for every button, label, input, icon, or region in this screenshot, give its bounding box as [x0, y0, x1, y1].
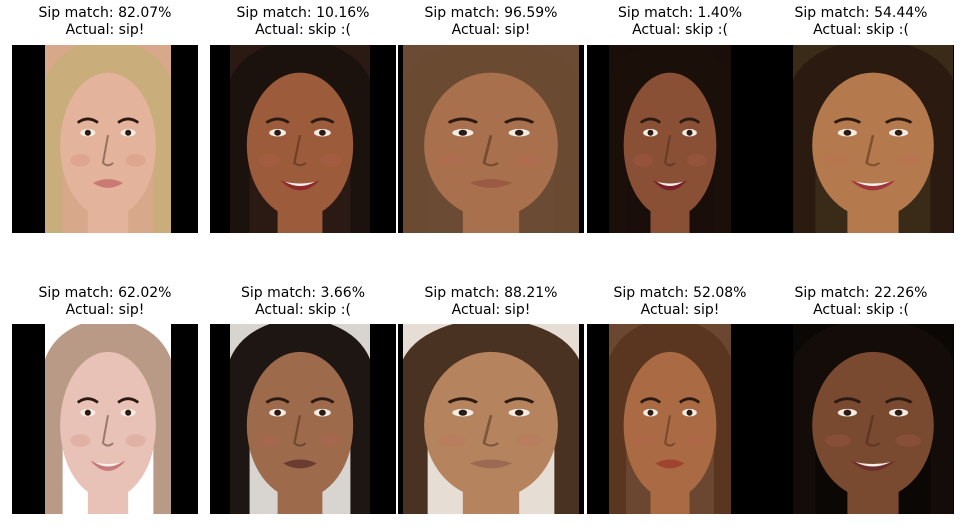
actual-label: Actual: sip!: [451, 22, 531, 38]
prediction-panel: Sip match: 54.44% Actual: skip :(: [768, 0, 954, 527]
face-image-frame: [12, 324, 198, 514]
face-image-frame: [210, 324, 396, 514]
sip-match-label: Sip match: 96.59%: [424, 5, 558, 21]
prediction-panel: Sip match: 96.59% Actual: sip!: [398, 0, 584, 527]
prediction-panel: Sip match: 88.21% Actual: sip!: [398, 0, 584, 527]
sip-match-label: Sip match: 88.21%: [424, 285, 558, 301]
panel-title: Sip match: 88.21% Actual: sip!: [398, 285, 584, 319]
actual-label: Actual: skip :(: [813, 302, 909, 318]
face-image-frame: [12, 45, 198, 233]
face-image-frame: [398, 324, 584, 514]
panel-title: Sip match: 10.16% Actual: skip :(: [210, 5, 396, 39]
face-photo: [230, 45, 370, 233]
sip-match-label: Sip match: 10.16%: [236, 5, 370, 21]
panel-title: Sip match: 82.07% Actual: sip!: [12, 5, 198, 39]
panel-title: Sip match: 62.02% Actual: sip!: [12, 285, 198, 319]
face-photo: [403, 45, 579, 233]
panel-title: Sip match: 96.59% Actual: sip!: [398, 5, 584, 39]
sip-match-label: Sip match: 52.08%: [613, 285, 747, 301]
face-photo: [793, 324, 953, 514]
face-image-frame: [587, 45, 773, 233]
actual-label: Actual: sip!: [640, 302, 720, 318]
prediction-panel: Sip match: 52.08% Actual: sip!: [587, 0, 773, 527]
sip-match-label: Sip match: 22.26%: [794, 285, 928, 301]
prediction-panel: Sip match: 10.16% Actual: skip :(: [210, 0, 396, 527]
prediction-panel: Sip match: 62.02% Actual: sip!: [12, 0, 198, 527]
sip-match-label: Sip match: 54.44%: [794, 5, 928, 21]
sip-match-label: Sip match: 1.40%: [617, 5, 743, 21]
panel-title: Sip match: 1.40% Actual: skip :(: [587, 5, 773, 39]
sip-match-label: Sip match: 82.07%: [38, 5, 172, 21]
actual-label: Actual: skip :(: [813, 22, 909, 38]
face-photo: [609, 45, 731, 233]
panel-title: Sip match: 54.44% Actual: skip :(: [768, 5, 954, 39]
prediction-panel: Sip match: 82.07% Actual: sip!: [12, 0, 198, 527]
actual-label: Actual: skip :(: [632, 22, 728, 38]
panel-title: Sip match: 52.08% Actual: sip!: [587, 285, 773, 319]
actual-label: Actual: skip :(: [255, 302, 351, 318]
actual-label: Actual: sip!: [65, 22, 145, 38]
face-image-frame: [398, 45, 584, 233]
face-photo: [45, 324, 171, 514]
prediction-panel: Sip match: 1.40% Actual: skip :(: [587, 0, 773, 527]
panel-title: Sip match: 3.66% Actual: skip :(: [210, 285, 396, 319]
prediction-panel: Sip match: 22.26% Actual: skip :(: [768, 0, 954, 527]
actual-label: Actual: skip :(: [255, 22, 351, 38]
face-image-frame: [768, 324, 954, 514]
face-photo: [609, 324, 731, 514]
sip-match-label: Sip match: 62.02%: [38, 285, 172, 301]
panel-title: Sip match: 22.26% Actual: skip :(: [768, 285, 954, 319]
face-photo: [45, 45, 171, 233]
sip-match-label: Sip match: 3.66%: [240, 285, 366, 301]
face-image-frame: [587, 324, 773, 514]
face-image-frame: [768, 45, 954, 233]
face-image-frame: [210, 45, 396, 233]
prediction-panel: Sip match: 3.66% Actual: skip :(: [210, 0, 396, 527]
actual-label: Actual: sip!: [65, 302, 145, 318]
face-photo: [403, 324, 579, 514]
face-photo: [230, 324, 370, 514]
actual-label: Actual: sip!: [451, 302, 531, 318]
face-photo: [793, 45, 953, 233]
